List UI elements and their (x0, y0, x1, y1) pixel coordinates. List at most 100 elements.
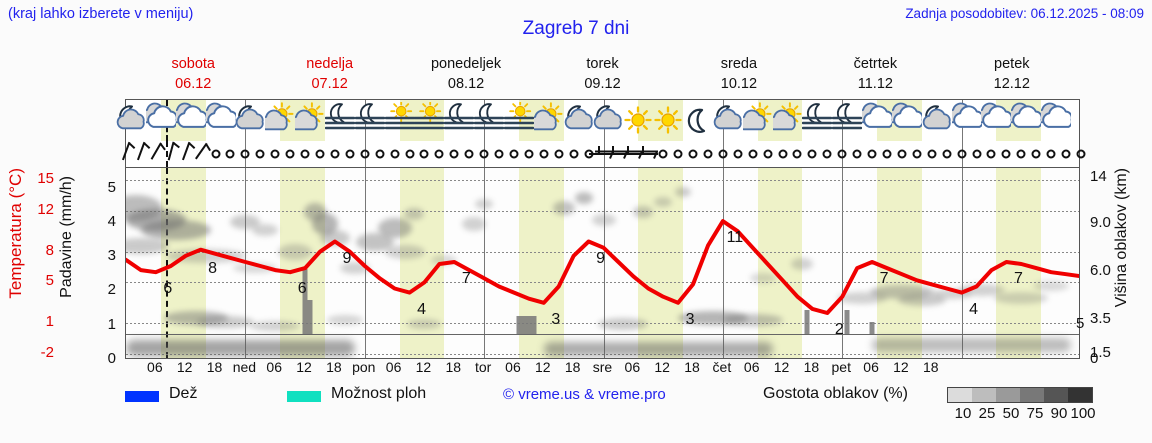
last-update-label: Zadnja posodobitev: 06.12.2025 - 08:09 (905, 6, 1144, 21)
wind-calm-circle (255, 149, 265, 159)
gridline (126, 210, 1079, 212)
cloud-density-blob (654, 197, 673, 207)
wind-calm-circle (330, 149, 340, 159)
cloud-density-blob (355, 233, 394, 251)
wind-calm-circle (1076, 149, 1086, 159)
wind-calm-circle (718, 149, 728, 159)
cloud-density-blob (278, 244, 313, 260)
daylight-shade (399, 168, 445, 358)
daylight-shade (160, 168, 206, 358)
weather-icon-moon-fog (444, 102, 475, 140)
day-header-4: torek 09.12 (534, 54, 670, 96)
x-tick-label: 18 (326, 359, 342, 375)
precipitation-tick-label: 5 (107, 178, 116, 196)
x-tick-label: pon (352, 359, 376, 375)
cloud-density-blob (326, 315, 363, 325)
cloud-density-blob (722, 314, 783, 326)
weather-icon-moon-cloud (922, 102, 952, 140)
x-tick-label: sre (592, 359, 613, 375)
x-tick-label: 18 (922, 359, 939, 375)
x-tick-label: 06 (266, 359, 283, 375)
x-tick-label: 18 (684, 359, 700, 375)
cloud-density-blob (377, 218, 412, 238)
rain-legend-label: Dež (169, 385, 198, 402)
weather-icon-moon-fog (324, 102, 355, 140)
x-tick-label: 12 (296, 359, 312, 375)
x-tick-label: 18 (803, 359, 820, 375)
cloudheight-tick-label: 1.5 (1090, 344, 1111, 361)
temperature-value-label: 9 (342, 249, 352, 267)
daylight-shade (877, 168, 922, 358)
day-separator (484, 168, 486, 358)
copyright-label[interactable]: © vreme.us & vreme.pro (503, 386, 666, 403)
weather-icon-cloud (981, 102, 1012, 140)
weather-icon-moon-fog (354, 102, 385, 140)
daylight-shade (638, 168, 684, 358)
weather-icon-cloud (891, 102, 922, 140)
temperature-tick-label: 12 (37, 200, 54, 218)
weather-icon-cloud (951, 102, 982, 140)
daylight-shade (399, 100, 445, 141)
wind-calm-circle (1001, 149, 1011, 159)
day-name: ponedeljek (430, 56, 502, 72)
temperature-value-label: 9 (596, 249, 606, 267)
temperature-value-label: 3 (685, 310, 695, 328)
cloud-density-blob (749, 273, 776, 283)
precipitation-tick-label: 3 (107, 247, 116, 265)
temperature-value-label: 8 (208, 259, 218, 277)
cloud-density-blob (897, 294, 946, 306)
cloud-density-blob (598, 318, 649, 330)
cloud-density-blob (311, 213, 338, 235)
density-tick-label: 100 (1070, 405, 1096, 422)
day-header-6: četrtek 11.12 (807, 54, 943, 96)
temperature-value-label: 7 (461, 269, 471, 287)
wind-calm-circle (927, 149, 937, 159)
day-date: 07.12 (311, 76, 348, 92)
cloud-density-band (543, 342, 773, 356)
x-tick-label: 18 (564, 359, 581, 375)
precipitation-bar (526, 315, 532, 335)
x-tick-label: pet (831, 359, 851, 375)
wind-calm-circle (509, 149, 519, 159)
density-tick-label: 75 (1026, 405, 1044, 422)
day-name: torek (586, 56, 619, 72)
x-tick-label: 12 (176, 359, 193, 375)
precipitation-axis-title: Padavine (mm/h) (58, 176, 75, 298)
cloud-density-blob (230, 215, 261, 229)
showers-swatch (287, 391, 321, 402)
density-swatch-25 (972, 388, 996, 402)
wind-calm-circle (479, 149, 489, 159)
weather-icon-moon-cloud (116, 102, 146, 140)
wind-calm-circle (733, 149, 743, 159)
temperature-value-label: 11 (726, 229, 744, 247)
day-separator (722, 168, 724, 358)
weather-icon-sun (653, 102, 683, 140)
weather-icon-cloud (205, 102, 236, 140)
density-swatch-100 (1068, 388, 1092, 402)
temperature-value-label: 6 (297, 280, 307, 298)
temperature-tick-label: -2 (40, 343, 54, 361)
cloud-density-blob (407, 319, 442, 329)
cloud-density-blob (791, 258, 814, 270)
x-tick-label: 06 (743, 359, 760, 375)
cloud-density-blob (196, 316, 255, 328)
wind-calm-circle (986, 149, 996, 159)
x-tick-label: tor (474, 359, 492, 375)
day-date: 12.12 (993, 76, 1030, 92)
wind-calm-circle (524, 149, 534, 159)
temperature-value-label: 7 (879, 269, 889, 287)
x-tick-label: 06 (147, 359, 163, 375)
wind-calm-circle (285, 149, 295, 159)
day-name: nedelja (306, 56, 354, 72)
location-menu-note[interactable]: (kraj lahko izberete v meniju) (8, 6, 194, 22)
weather-icon-moon-cloud (593, 102, 623, 140)
cloud-density-blob (591, 214, 616, 226)
weather-icon-moon-fog (802, 102, 833, 140)
wind-barb (191, 140, 211, 169)
cloud-density-blob (250, 321, 301, 331)
wind-calm-circle (1031, 149, 1041, 159)
precipitation-tick-label: 2 (107, 281, 116, 299)
day-separator (961, 168, 963, 358)
cloud-density-blob (475, 199, 494, 209)
precipitation-bar (302, 269, 308, 335)
